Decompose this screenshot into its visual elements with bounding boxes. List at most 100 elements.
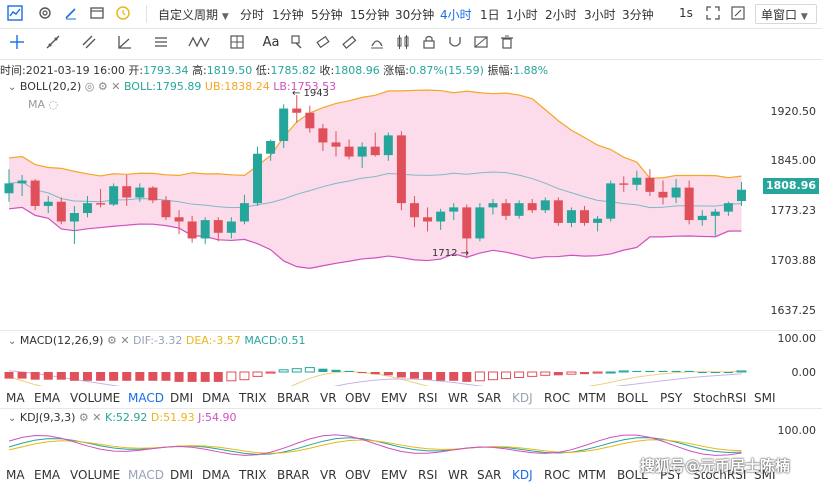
- brush-icon[interactable]: [288, 34, 306, 52]
- draw-pen-icon[interactable]: [62, 5, 80, 23]
- indicator-tab-dma[interactable]: DMA: [202, 468, 230, 482]
- indicator-tab-kdj[interactable]: KDJ: [512, 391, 533, 405]
- period-3min[interactable]: 3分钟: [622, 8, 654, 22]
- text-tool-icon[interactable]: Aa: [262, 35, 280, 50]
- indicator-tab-dmi[interactable]: DMI: [170, 391, 194, 405]
- indicator-tab-smi[interactable]: SMI: [754, 468, 776, 482]
- indicator-tab-dmi[interactable]: DMI: [170, 468, 194, 482]
- macd-chart[interactable]: [0, 350, 760, 386]
- indicator-tab-macd[interactable]: MACD: [128, 468, 164, 482]
- indicator-tab-volume[interactable]: VOLUME: [70, 468, 121, 482]
- indicator-tab-trix[interactable]: TRIX: [239, 391, 267, 405]
- interval-1s[interactable]: 1s: [679, 6, 693, 20]
- indicator-tab-ema[interactable]: EMA: [34, 468, 61, 482]
- indicator-tab-vr[interactable]: VR: [320, 468, 337, 482]
- settings-icon[interactable]: ⚙: [106, 334, 117, 347]
- indicator-tab-obv[interactable]: OBV: [345, 468, 371, 482]
- indicator-tab-wr[interactable]: WR: [448, 468, 469, 482]
- period-1h[interactable]: 1小时: [506, 8, 538, 22]
- indicator-tab-sar[interactable]: SAR: [477, 468, 502, 482]
- indicator-tab-boll[interactable]: BOLL: [617, 391, 648, 405]
- measure-icon[interactable]: [368, 34, 386, 52]
- ruler-icon[interactable]: [340, 34, 358, 52]
- period-4h[interactable]: 4小时: [440, 8, 472, 22]
- close-icon[interactable]: ✕: [92, 411, 102, 424]
- indicator-tab-wr[interactable]: WR: [448, 391, 469, 405]
- candle-tool-icon[interactable]: [394, 34, 412, 52]
- hidden-eye-icon[interactable]: ◌: [48, 98, 59, 111]
- candle-body: [593, 218, 603, 223]
- indicator-tab-volume[interactable]: VOLUME: [70, 391, 121, 405]
- indicator-tab-trix[interactable]: TRIX: [239, 468, 267, 482]
- candle-body: [540, 200, 550, 211]
- fullscreen-icon[interactable]: [704, 5, 722, 23]
- indicator-tab-boll[interactable]: BOLL: [617, 468, 648, 482]
- candle-body: [226, 221, 236, 233]
- indicator-tab-mtm[interactable]: MTM: [578, 468, 607, 482]
- indicator-tab-psy[interactable]: PSY: [660, 391, 683, 405]
- indicator-tab-rsi[interactable]: RSI: [418, 391, 438, 405]
- close-icon[interactable]: ✕: [120, 334, 130, 347]
- window-mode-select[interactable]: 单窗口 ▼: [755, 4, 817, 24]
- period-30min[interactable]: 30分钟: [395, 8, 435, 22]
- candlestick-chart[interactable]: [0, 78, 760, 330]
- custom-period-dropdown[interactable]: 自定义周期 ▼: [158, 8, 229, 22]
- indicator-tab-dma[interactable]: DMA: [202, 391, 230, 405]
- layout-icon[interactable]: [88, 5, 106, 23]
- lock-icon[interactable]: [420, 34, 438, 52]
- indicator-tab-smi[interactable]: SMI: [754, 391, 776, 405]
- clock-icon[interactable]: [114, 5, 132, 23]
- indicator-tab-roc[interactable]: ROC: [544, 391, 571, 405]
- indicator-tab-stochrsi[interactable]: StochRSI: [693, 468, 747, 482]
- period-1d[interactable]: 1日: [480, 8, 500, 22]
- indicator-tab-mtm[interactable]: MTM: [578, 391, 607, 405]
- indicator-tab-ma[interactable]: MA: [6, 391, 25, 405]
- expand-icon[interactable]: [729, 5, 747, 23]
- angle-tool-icon[interactable]: [116, 34, 134, 52]
- indicator-tab-sar[interactable]: SAR: [477, 391, 502, 405]
- macd-bar: [318, 368, 328, 372]
- macd-bar: [632, 370, 642, 372]
- settings-icon[interactable]: [36, 5, 54, 23]
- indicator-tab-brar[interactable]: BRAR: [277, 468, 310, 482]
- indicator-tab-ma[interactable]: MA: [6, 468, 25, 482]
- kdj-chart[interactable]: [0, 426, 760, 466]
- trash-icon[interactable]: [498, 34, 516, 52]
- collapse-chevron-icon[interactable]: ⌄: [8, 413, 17, 424]
- collapse-chevron-icon[interactable]: ⌄: [8, 82, 17, 93]
- parallel-lines-icon[interactable]: [80, 34, 98, 52]
- indicator-tab-psy[interactable]: PSY: [660, 468, 683, 482]
- trend-line-icon[interactable]: [44, 34, 62, 52]
- period-15min[interactable]: 15分钟: [350, 8, 390, 22]
- period-3h[interactable]: 3小时: [584, 8, 616, 22]
- indicator-tab-kdj[interactable]: KDJ: [512, 468, 533, 482]
- collapse-chevron-icon[interactable]: ⌄: [8, 336, 17, 347]
- indicator-tab-stochrsi[interactable]: StochRSI: [693, 391, 747, 405]
- horizontal-lines-icon[interactable]: [152, 34, 170, 52]
- settings-icon[interactable]: ⚙: [78, 411, 89, 424]
- chart-icon[interactable]: [6, 5, 24, 23]
- macd-bar: [187, 372, 197, 382]
- magnet-icon[interactable]: [446, 34, 464, 52]
- indicator-tab-obv[interactable]: OBV: [345, 391, 371, 405]
- indicator-tab-macd[interactable]: MACD: [128, 391, 164, 405]
- indicator-tab-ema[interactable]: EMA: [34, 391, 61, 405]
- indicator-tab-roc[interactable]: ROC: [544, 468, 571, 482]
- grid-tool-icon[interactable]: [228, 34, 246, 52]
- settings-icon[interactable]: ⚙: [97, 80, 108, 93]
- indicator-tab-rsi[interactable]: RSI: [418, 468, 438, 482]
- wave-pattern-icon[interactable]: [188, 34, 210, 52]
- visibility-icon[interactable]: [472, 34, 490, 52]
- eye-icon[interactable]: ◎: [84, 80, 95, 93]
- period-2h[interactable]: 2小时: [545, 8, 577, 22]
- indicator-tab-vr[interactable]: VR: [320, 391, 337, 405]
- indicator-tab-emv[interactable]: EMV: [381, 391, 408, 405]
- close-icon[interactable]: ✕: [111, 80, 121, 93]
- period-fenshi[interactable]: 分时: [240, 8, 265, 22]
- indicator-tab-emv[interactable]: EMV: [381, 468, 408, 482]
- crosshair-icon[interactable]: [8, 34, 26, 52]
- eraser-icon[interactable]: [314, 34, 332, 52]
- period-1min[interactable]: 1分钟: [272, 8, 304, 22]
- period-5min[interactable]: 5分钟: [311, 8, 343, 22]
- indicator-tab-brar[interactable]: BRAR: [277, 391, 310, 405]
